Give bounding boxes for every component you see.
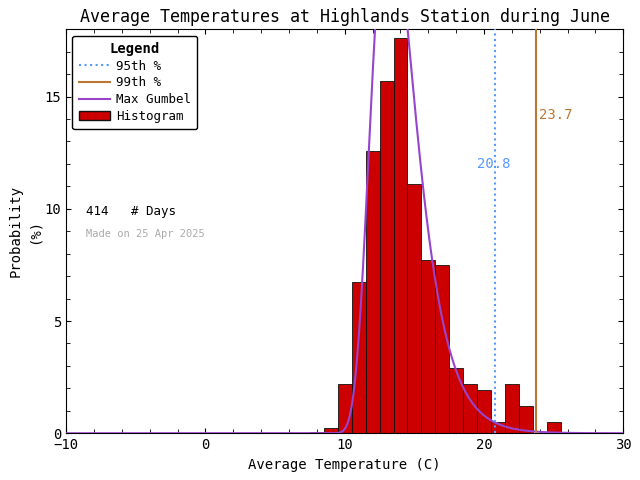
Bar [491, 422, 505, 433]
Max Gumbel [445, 346, 453, 352]
X-axis label: Average Temperature (C): Average Temperature (C) [248, 457, 441, 472]
Bar [380, 81, 394, 433]
Max Gumbel [308, 431, 316, 436]
Bar [421, 260, 435, 433]
95th % [492, 408, 499, 414]
Bar [505, 384, 519, 433]
Max Gumbel [119, 431, 127, 436]
Text: Made on 25 Apr 2025: Made on 25 Apr 2025 [86, 229, 204, 239]
Bar [324, 428, 338, 433]
Y-axis label: Probability
(%): Probability (%) [8, 185, 42, 277]
Bar [408, 184, 421, 433]
Line: Max Gumbel: Max Gumbel [66, 0, 623, 433]
Bar [435, 265, 449, 433]
Max Gumbel [497, 422, 505, 428]
Bar [449, 368, 463, 433]
Bar [463, 384, 477, 433]
Max Gumbel [620, 431, 627, 436]
Bar [338, 384, 352, 433]
Bar [477, 390, 491, 433]
Text: 20.8: 20.8 [477, 157, 511, 171]
99th % [532, 431, 540, 436]
Bar [365, 151, 380, 433]
99th % [532, 408, 540, 414]
Bar [519, 406, 532, 433]
Legend: 95th %, 99th %, Max Gumbel, Histogram: 95th %, 99th %, Max Gumbel, Histogram [72, 36, 198, 129]
95th % [492, 431, 499, 436]
Text: 414   # Days: 414 # Days [86, 205, 176, 218]
Text: 23.7: 23.7 [539, 108, 573, 121]
Bar [394, 37, 408, 433]
Max Gumbel [62, 431, 70, 436]
Max Gumbel [287, 431, 295, 436]
Bar [547, 422, 561, 433]
Title: Average Temperatures at Highlands Station during June: Average Temperatures at Highlands Statio… [80, 8, 610, 26]
Bar [352, 282, 365, 433]
Bar [310, 432, 324, 433]
Max Gumbel [508, 425, 515, 431]
